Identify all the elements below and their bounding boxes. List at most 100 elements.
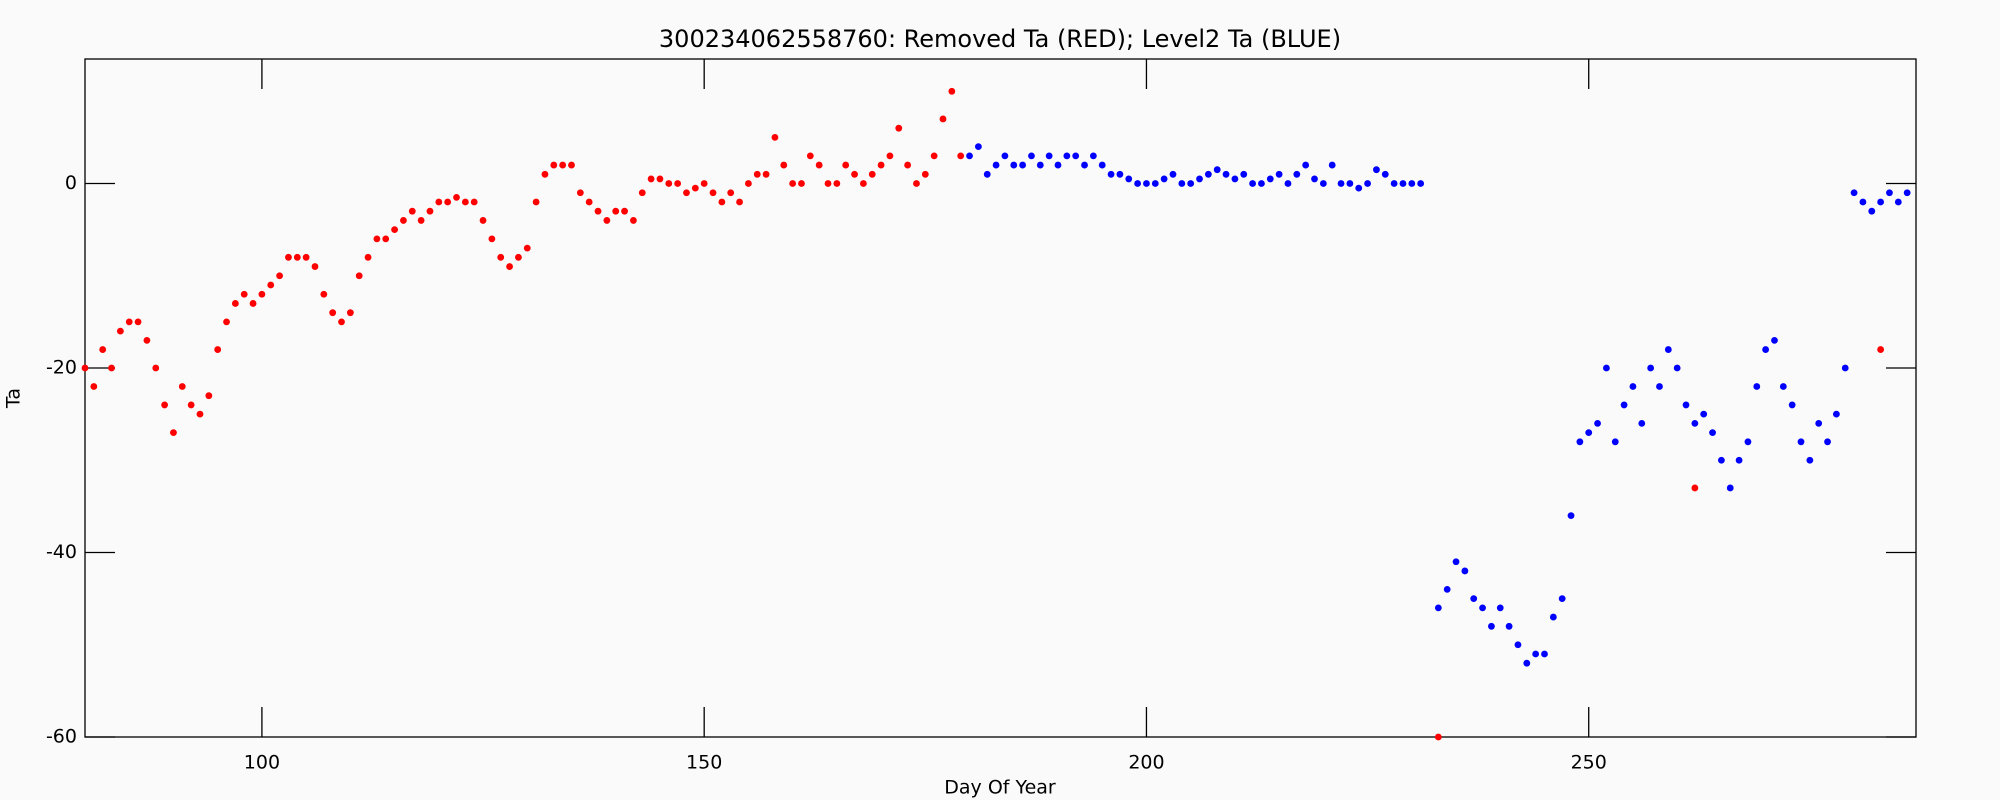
data-point (1576, 438, 1584, 446)
data-point (868, 170, 876, 178)
data-point (373, 235, 381, 243)
data-point (470, 198, 478, 206)
data-point (1479, 604, 1486, 612)
data-point (125, 318, 133, 326)
data-point (1771, 336, 1778, 344)
data-point (1434, 733, 1442, 741)
data-point (594, 207, 602, 215)
data-point (1903, 189, 1911, 197)
data-point (523, 244, 531, 252)
data-point (1107, 170, 1115, 178)
data-point (1718, 456, 1725, 464)
data-point (1355, 184, 1363, 192)
x-tick-label: 150 (686, 752, 722, 774)
data-point (851, 170, 858, 178)
data-point (877, 161, 885, 169)
data-point (647, 175, 655, 183)
data-point (1523, 659, 1531, 667)
y-axis-label: Ta (3, 388, 25, 409)
data-point (1779, 383, 1787, 390)
data-point (1753, 383, 1761, 390)
data-point (1098, 161, 1106, 169)
data-point (1700, 410, 1708, 418)
data-point (134, 318, 142, 326)
data-point (798, 180, 805, 187)
data-point (1408, 180, 1416, 187)
data-point (1514, 641, 1522, 649)
data-point (806, 152, 814, 160)
data-point (1151, 180, 1159, 187)
data-point (1735, 456, 1743, 464)
data-point (1284, 180, 1292, 187)
data-point (568, 161, 575, 169)
data-point (1611, 438, 1619, 446)
data-point (276, 272, 283, 280)
data-point (178, 383, 186, 390)
data-point (515, 253, 522, 261)
data-point (1240, 170, 1248, 178)
data-point (1815, 419, 1823, 427)
data-point (1275, 170, 1283, 178)
data-point (824, 180, 832, 187)
data-point (435, 198, 443, 206)
x-tick-label: 200 (1128, 752, 1164, 774)
data-point (1054, 161, 1062, 169)
data-point (1222, 170, 1230, 178)
data-point (285, 253, 292, 261)
data-point (1877, 198, 1885, 206)
data-point (1488, 622, 1495, 630)
data-point (1019, 161, 1027, 169)
data-point (1196, 175, 1203, 183)
data-point (1762, 346, 1770, 353)
data-point (1010, 161, 1018, 169)
data-point (1072, 152, 1080, 160)
data-point (1346, 180, 1354, 187)
data-point (417, 217, 425, 224)
data-point (1638, 419, 1646, 427)
data-point (1434, 604, 1442, 612)
data-point (1302, 161, 1310, 169)
data-point (1726, 484, 1734, 492)
data-point (187, 401, 195, 409)
data-point (1673, 364, 1681, 372)
data-point (576, 189, 584, 197)
data-point (1594, 419, 1601, 427)
data-point (1417, 180, 1425, 187)
data-point (320, 290, 328, 298)
data-point (612, 207, 620, 215)
data-point (532, 198, 540, 206)
data-point (638, 189, 646, 197)
data-point (1585, 429, 1593, 436)
data-point (1788, 401, 1796, 409)
data-point (1213, 166, 1221, 174)
data-point (736, 198, 743, 206)
data-point (506, 263, 513, 270)
data-point (709, 189, 717, 197)
data-point (886, 152, 894, 160)
data-point (161, 401, 169, 409)
data-point (152, 364, 160, 372)
data-point (1337, 180, 1345, 187)
data-point (683, 189, 690, 197)
data-point (1001, 152, 1009, 160)
y-tick-label: 0 (65, 172, 77, 194)
data-point (426, 207, 434, 215)
data-point (780, 161, 788, 169)
data-point (1691, 419, 1699, 427)
data-point (1664, 346, 1672, 353)
data-point (382, 235, 390, 243)
data-point (267, 281, 275, 289)
data-point (1160, 175, 1168, 183)
data-point (1549, 613, 1557, 621)
data-point (842, 161, 850, 169)
data-point (904, 161, 912, 169)
data-point (143, 336, 151, 344)
data-point (1797, 438, 1805, 446)
data-point (249, 300, 257, 307)
data-point (815, 161, 823, 169)
data-point (585, 198, 593, 206)
data-point (99, 346, 107, 353)
data-point (1266, 175, 1274, 183)
data-point (541, 170, 549, 178)
